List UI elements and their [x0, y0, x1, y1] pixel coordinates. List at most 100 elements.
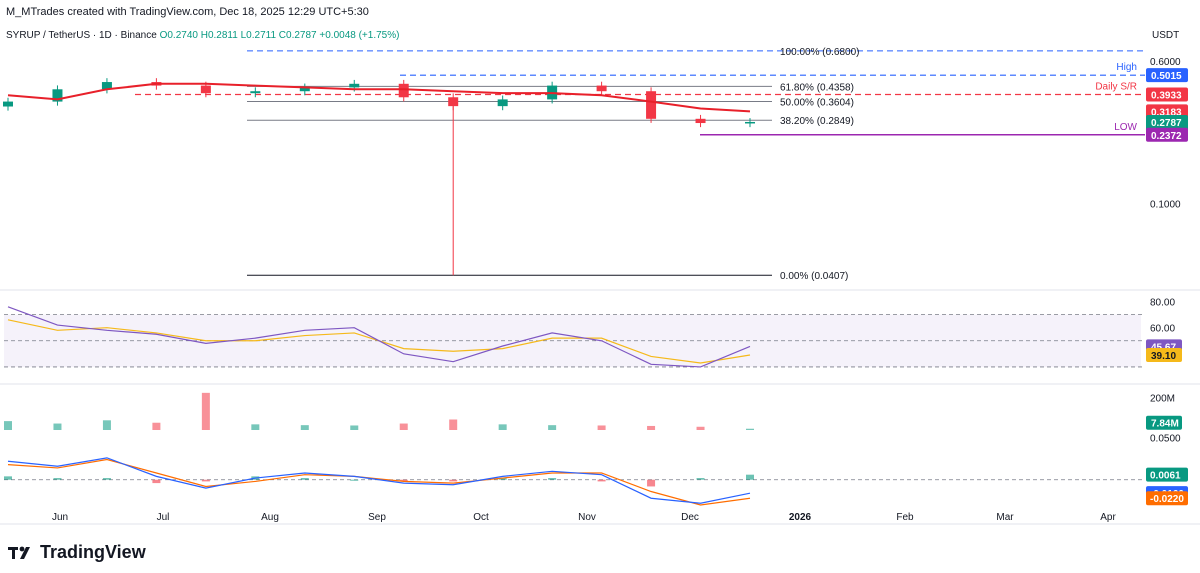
axes: 0.6000 0.1000 80.00 60.00 200M 0.0500 Jun Jul Au… [52, 57, 1181, 523]
volume-bar [350, 425, 359, 430]
ohlc-open: O0.2740 [159, 30, 198, 41]
volume-bar [102, 420, 111, 430]
macd-tag [1146, 467, 1188, 482]
tradingview-logo: TradingView [8, 542, 146, 563]
macd-histogram-bar [597, 479, 606, 482]
rsi-line [7, 306, 751, 368]
macd-histogram-bar [498, 478, 507, 480]
price-tag-text: 0.5015 [1151, 71, 1182, 82]
tradingview-icon [8, 546, 30, 559]
created-by: M_MTrades created with TradingView.com, … [6, 6, 369, 18]
volume-pane [4, 392, 754, 430]
volume-tag-text: 7.84M [1151, 419, 1179, 430]
time-axis-tick: 2026 [789, 512, 812, 523]
macd-tag-text: -0.0220 [1150, 494, 1184, 505]
macd-axis-tick: 0.0500 [1150, 434, 1181, 445]
rsi-tag-text: 39.10 [1151, 351, 1176, 362]
rsi-tag [1146, 348, 1182, 363]
ohlc-change: +0.0048 (+1.75%) [319, 30, 400, 41]
macd-histogram-bar [102, 478, 111, 480]
ohlc-low: L0.2711 [240, 30, 277, 41]
volume-bar [647, 425, 656, 430]
candle-body [200, 85, 211, 94]
price-tag-text: 0.3183 [1151, 107, 1182, 118]
candle-body [695, 118, 706, 124]
symbol-legend: SYRUP / TetherUS · 1D · Binance O0.2740 … [6, 30, 399, 41]
annotation-label: High [1116, 62, 1137, 73]
volume-bar [300, 425, 309, 430]
fib-label: 100.00% (0.6800) [780, 47, 860, 58]
macd-histogram-bar [449, 479, 458, 482]
price-tag [1146, 68, 1188, 83]
annotation-label: Daily S/R [1095, 82, 1137, 93]
price-pane: 100.00% (0.6800) 61.80% (0.4358) 50.00% (0… [3, 47, 1145, 282]
annotation-label: LOW [1114, 122, 1137, 133]
currency-label[interactable]: USDT [1152, 30, 1179, 41]
candle-body [299, 87, 310, 92]
ohlc-high: H0.2811 [200, 30, 238, 41]
fib-label: 38.20% (0.2849) [780, 116, 854, 127]
price-tag-text: 0.2787 [1151, 118, 1182, 129]
macd-signal-line [7, 458, 751, 506]
volume-bar [53, 423, 62, 430]
volume-bar [201, 392, 210, 430]
macd-histogram-bar [152, 479, 161, 484]
macd-histogram-bar [53, 478, 62, 480]
macd-tag [1146, 491, 1188, 506]
time-axis-tick: Apr [1100, 512, 1116, 523]
time-axis-tick: Nov [578, 512, 596, 523]
macd-histogram-bar [4, 476, 12, 480]
macd-histogram-bar [746, 474, 754, 480]
volume-bar [548, 425, 557, 430]
candle-body [745, 121, 755, 124]
volume-bar [251, 424, 260, 430]
macd-pane [4, 457, 1145, 506]
volume-bar [449, 419, 458, 430]
volume-axis-tick: 200M [1150, 394, 1175, 405]
macd-histogram-bar [548, 478, 557, 480]
rsi-axis-tick: 60.00 [1150, 324, 1175, 335]
candle-body [596, 85, 607, 92]
price-tags: 0.50150.39330.31830.278717:00:080.237245… [1146, 68, 1188, 506]
rsi-pane [4, 306, 1145, 368]
volume-tag [1146, 415, 1182, 430]
time-axis-tick: Oct [473, 512, 489, 523]
price-axis-tick: 0.6000 [1150, 57, 1181, 68]
volume-bar [399, 423, 408, 430]
fib-label: 50.00% (0.3604) [780, 97, 854, 108]
macd-histogram-bar [647, 479, 656, 487]
volume-bar [152, 422, 161, 430]
price-axis-tick: 0.1000 [1150, 200, 1181, 211]
macd-histogram-bar [300, 478, 309, 480]
candle-body [52, 89, 63, 102]
price-tag [1146, 127, 1188, 142]
macd-histogram-bar [201, 479, 210, 482]
brand-name: TradingView [40, 542, 146, 562]
fib-label: 0.00% (0.0407) [780, 271, 848, 282]
volume-bar [746, 428, 754, 430]
macd-tag-text: 0.0061 [1150, 471, 1181, 482]
macd-histogram-bar [696, 478, 705, 480]
volume-bar [498, 424, 507, 430]
volume-bar [4, 421, 12, 430]
price-tag-text: 0.3933 [1151, 91, 1182, 102]
ema-line [7, 82, 751, 113]
volume-bar [696, 426, 705, 430]
candle-body [448, 97, 459, 107]
candle-body [497, 99, 508, 107]
price-tag [1146, 87, 1188, 102]
macd-histogram-bar [399, 479, 408, 482]
candle-body [349, 83, 360, 88]
price-tag [1146, 104, 1188, 119]
ohlc-close: C0.2787 [278, 30, 317, 41]
candle-body [101, 82, 112, 90]
time-axis-tick: Sep [368, 512, 386, 523]
chart-grid [0, 289, 1200, 525]
macd-histogram-bar [350, 479, 359, 481]
symbol-name: SYRUP / TetherUS · 1D · Binance [6, 30, 157, 41]
fib-label: 61.80% (0.4358) [780, 82, 854, 93]
rsi-axis-tick: 80.00 [1150, 298, 1175, 309]
time-axis-tick: Jun [52, 512, 68, 523]
time-axis-tick: Dec [681, 512, 699, 523]
